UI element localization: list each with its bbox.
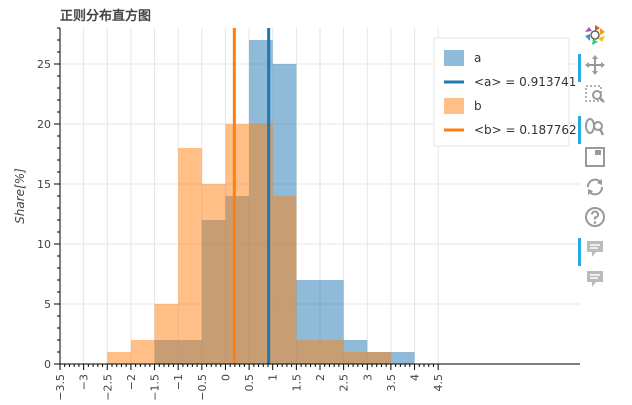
bar-b <box>154 304 179 364</box>
y-tick-label: 0 <box>44 358 51 371</box>
mean-lines <box>232 28 271 364</box>
y-tick-label: 20 <box>37 118 51 131</box>
y-tick-label: 25 <box>37 58 51 71</box>
hover-tool-2[interactable] <box>582 268 608 294</box>
x-tick-label: 0.5 <box>243 374 256 392</box>
bar-b <box>272 196 297 364</box>
bar-a <box>390 352 415 364</box>
x-tick-label: 1.5 <box>290 374 303 392</box>
reset-icon <box>584 176 606 202</box>
wheel-zoom-tool-active-indicator <box>578 116 581 144</box>
bar-b <box>343 352 368 364</box>
x-tick-label: 3 <box>361 374 374 381</box>
x-tick-label: −2.5 <box>101 374 114 401</box>
x-tick-label: 2.5 <box>338 374 351 392</box>
bar-b <box>130 340 155 364</box>
x-tick-label: −1.5 <box>149 374 162 401</box>
box-zoom-icon <box>584 84 606 110</box>
x-tick-label: 4 <box>409 374 422 381</box>
y-tick-label: 15 <box>37 178 51 191</box>
x-tick-label: −0.5 <box>196 374 209 401</box>
hover-icon <box>584 238 606 264</box>
chart-title: 正则分布直方图 <box>60 8 151 24</box>
reset-tool[interactable] <box>582 176 608 202</box>
wheel-zoom-tool[interactable] <box>582 116 608 142</box>
legend-label-b: b <box>474 99 482 113</box>
pan-tool-active-indicator <box>578 54 581 82</box>
x-tick-label: 3.5 <box>385 374 398 392</box>
wheel-zoom-icon <box>584 116 606 142</box>
bar-b <box>320 340 344 364</box>
box-zoom-tool[interactable] <box>582 84 608 110</box>
bokeh-logo <box>582 24 608 50</box>
y-axis-label: Share[%] <box>13 168 27 224</box>
bar-b <box>201 184 226 364</box>
axes: 0 5 10 15 20 25 −3.5 −3 −2.5 −2 −1.5 −1 −0.5 0 0.5 1 1.5… <box>13 27 580 401</box>
bokeh-logo-icon <box>584 24 606 50</box>
legend-swatch-b <box>444 98 464 114</box>
bar-b <box>367 352 391 364</box>
hover-tool-1-active-indicator <box>578 238 581 266</box>
hover-icon <box>584 268 606 294</box>
bar-b <box>178 148 202 364</box>
x-tick-label: −3 <box>78 374 91 390</box>
x-tick-label: −3.5 <box>54 374 67 401</box>
x-tick-label: −1 <box>172 374 185 390</box>
x-tick-label: −2 <box>125 374 138 390</box>
hover-tool-1[interactable] <box>582 238 608 264</box>
bar-b <box>296 340 320 364</box>
legend-mean-label-a: <a> = 0.913741 <box>474 75 576 89</box>
legend-label-a: a <box>474 51 481 65</box>
bar-b <box>249 124 273 364</box>
toolbar <box>578 24 612 299</box>
pan-icon <box>584 54 606 80</box>
x-tick-label: 1 <box>267 374 280 381</box>
bar-b <box>107 352 131 364</box>
legend-swatch-a <box>444 50 464 66</box>
save-icon <box>584 146 606 172</box>
legend-mean-label-b: <b> = 0.187762 <box>474 123 577 137</box>
x-tick-label: 4.5 <box>432 374 445 392</box>
pan-tool[interactable] <box>582 54 608 80</box>
x-tick-label: 2 <box>314 374 327 381</box>
help-tool[interactable] <box>582 206 608 232</box>
help-icon <box>584 206 606 232</box>
y-tick-label: 10 <box>37 238 51 251</box>
x-tick-label: 0 <box>219 374 232 381</box>
y-tick-label: 5 <box>44 298 51 311</box>
bar-b <box>225 124 250 364</box>
bars <box>107 40 415 364</box>
legend: a <a> = 0.913741 b <b> = 0.187762 <box>433 37 577 147</box>
save-tool[interactable] <box>582 146 608 172</box>
